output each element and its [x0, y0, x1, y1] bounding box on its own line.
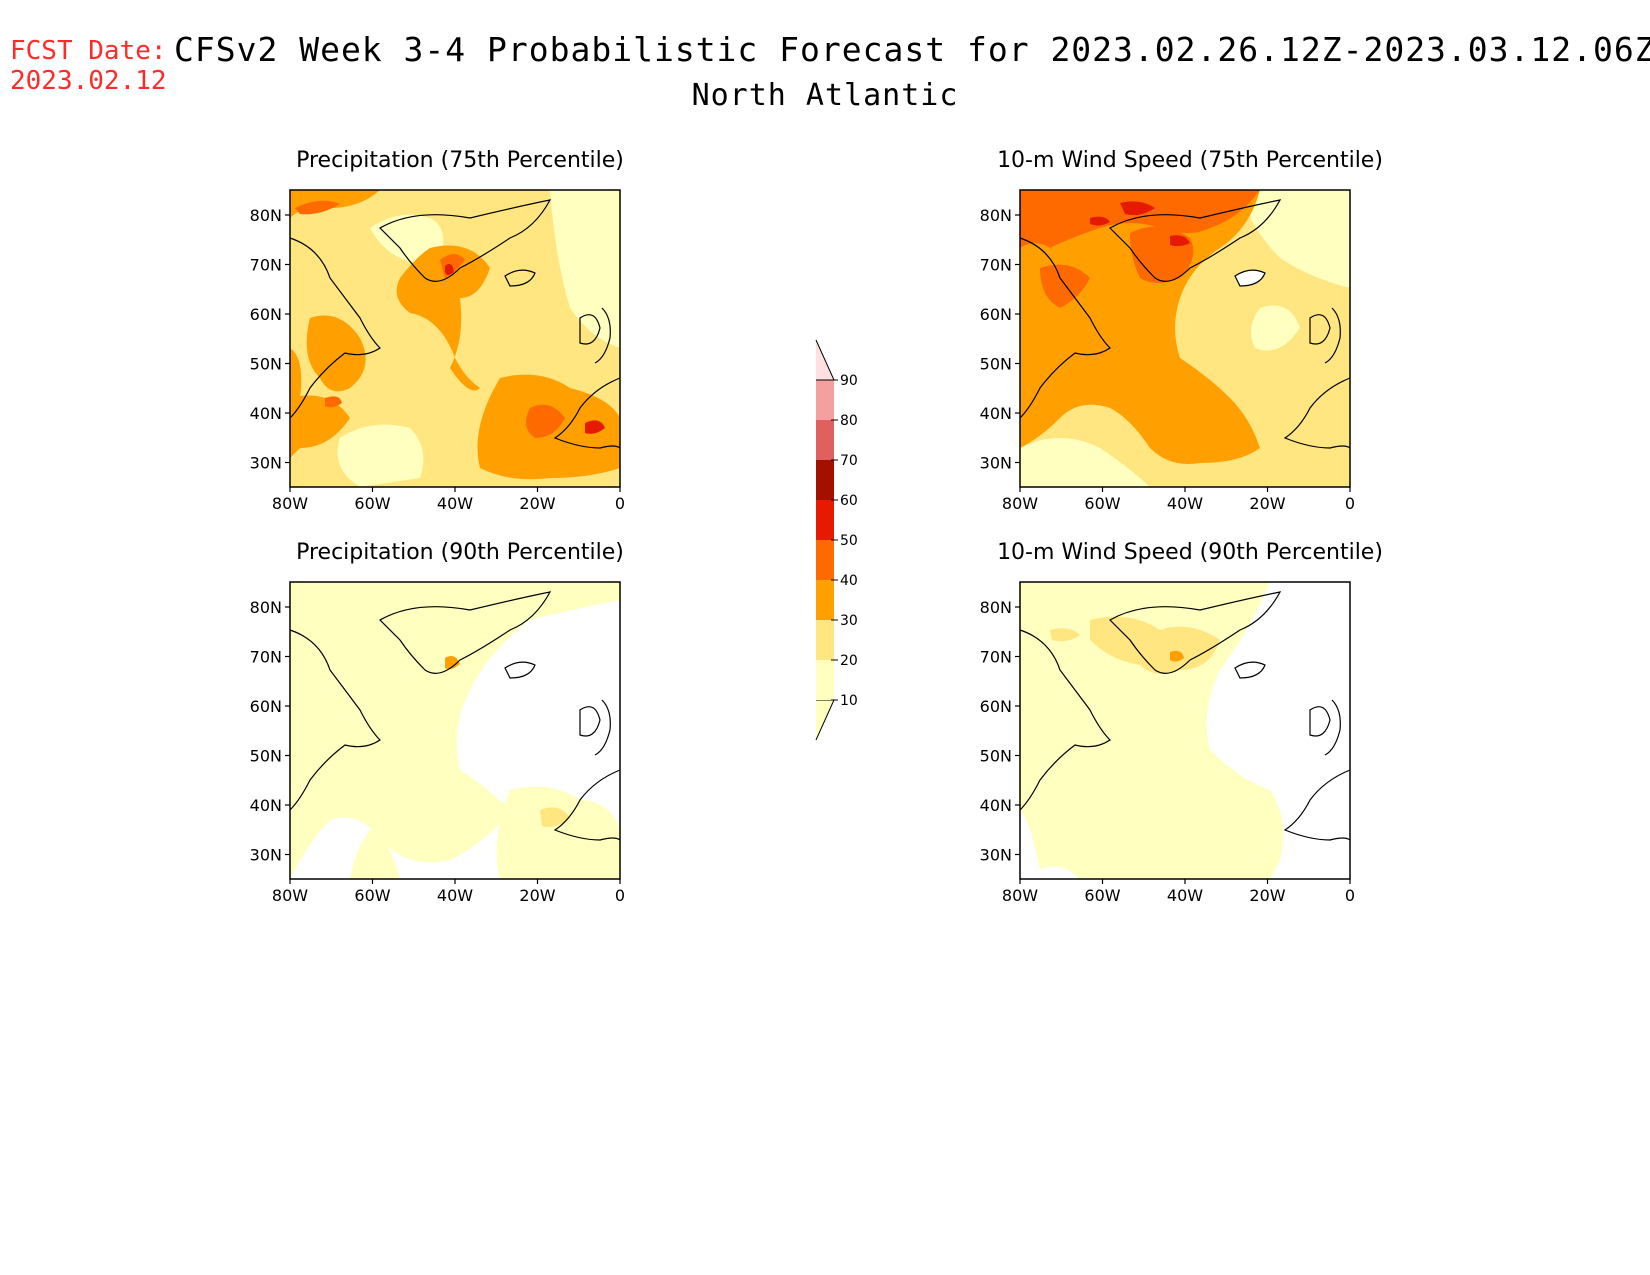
map-panel-precip-75: Precipitation (75th Percentile) 80N 70N 60… — [250, 148, 670, 528]
lon-tick-label: 80W — [272, 886, 308, 905]
panel-title: Precipitation (75th Percentile) — [296, 148, 624, 173]
colorbar-label: 70 — [840, 453, 858, 469]
colorbar-segment — [816, 580, 834, 620]
lon-tick-label: 0 — [1345, 494, 1355, 513]
lat-tick-label: 80N — [250, 598, 282, 617]
colorbar-segment — [816, 420, 834, 460]
map-precip-75: 80N 70N 60N 50N 40N 30N 80W 60W 40W 20W 0 — [250, 189, 625, 513]
lat-tick-label: 40N — [980, 796, 1012, 815]
map-panel-wind-75: 10-m Wind Speed (75th Percentile) 80N 70N… — [980, 148, 1400, 528]
lat-tick-label: 70N — [980, 648, 1012, 667]
lon-tick-label: 20W — [1249, 494, 1285, 513]
lon-tick-label: 60W — [1084, 886, 1120, 905]
panel-title: 10-m Wind Speed (75th Percentile) — [997, 148, 1383, 173]
lat-tick-label: 50N — [980, 355, 1012, 374]
colorbar-label: 50 — [840, 533, 858, 549]
forecast-date-label: FCST Date: — [10, 36, 167, 66]
lon-tick-label: 40W — [437, 494, 473, 513]
colorbar-segment — [816, 500, 834, 540]
lat-tick-label: 50N — [980, 747, 1012, 766]
map-wind-90: 80N 70N 60N 50N 40N 30N 80W 60W 40W 20W 0 — [980, 581, 1355, 905]
lat-tick-label: 30N — [250, 846, 282, 865]
map-wind-75: 80N 70N 60N 50N 40N 30N 80W 60W 40W 20W 0 — [980, 189, 1355, 513]
lon-tick-label: 40W — [437, 886, 473, 905]
lon-tick-label: 40W — [1167, 494, 1203, 513]
lat-tick-label: 60N — [980, 305, 1012, 324]
lon-tick-label: 20W — [519, 494, 555, 513]
panel-title: Precipitation (90th Percentile) — [296, 540, 624, 565]
map-panel-precip-90: Precipitation (90th Percentile) 80N 70N 60… — [250, 540, 670, 920]
lon-tick-label: 0 — [615, 494, 625, 513]
lat-tick-label: 70N — [250, 256, 282, 275]
lon-tick-label: 60W — [354, 494, 390, 513]
colorbar-extend-low — [815, 699, 835, 740]
colorbar-extend-high — [815, 339, 835, 381]
panel-title: 10-m Wind Speed (90th Percentile) — [997, 540, 1383, 565]
lon-tick-label: 60W — [354, 886, 390, 905]
lon-tick-label: 0 — [615, 886, 625, 905]
lon-tick-label: 80W — [272, 494, 308, 513]
lat-tick-label: 70N — [250, 648, 282, 667]
lon-tick-label: 20W — [1249, 886, 1285, 905]
colorbar-label: 60 — [840, 493, 858, 509]
colorbar-label: 10 — [840, 693, 858, 709]
region-title: North Atlantic — [691, 78, 959, 113]
coastline-north-america — [289, 237, 381, 419]
lat-tick-label: 40N — [250, 796, 282, 815]
lon-tick-label: 40W — [1167, 886, 1203, 905]
lon-tick-label: 80W — [1002, 494, 1038, 513]
colorbar-legend: 10 20 30 40 50 60 70 80 90 — [815, 339, 858, 740]
colorbar-segment — [816, 540, 834, 580]
coastline-iberia-africa — [553, 377, 621, 449]
lon-tick-label: 20W — [519, 886, 555, 905]
page-title: CFSv2 Week 3-4 Probabilistic Forecast fo… — [174, 30, 1650, 69]
lat-tick-label: 40N — [250, 404, 282, 423]
colorbar-segment — [816, 460, 834, 500]
lon-tick-label: 80W — [1002, 886, 1038, 905]
lat-tick-label: 30N — [250, 454, 282, 473]
lat-tick-label: 60N — [980, 697, 1012, 716]
colorbar-label: 30 — [840, 613, 858, 629]
lat-tick-label: 50N — [250, 747, 282, 766]
colorbar-label: 40 — [840, 573, 858, 589]
colorbar-segment — [816, 660, 834, 700]
lat-tick-label: 40N — [980, 404, 1012, 423]
lat-tick-label: 80N — [980, 206, 1012, 225]
map-precip-90: 80N 70N 60N 50N 40N 30N 80W 60W 40W 20W 0 — [250, 581, 625, 905]
coastline-greenland — [379, 199, 552, 282]
lat-tick-label: 30N — [980, 846, 1012, 865]
colorbar-label: 90 — [840, 373, 858, 389]
lat-tick-label: 60N — [250, 305, 282, 324]
colorbar-label: 80 — [840, 413, 858, 429]
lat-tick-label: 80N — [980, 598, 1012, 617]
colorbar-segment — [816, 380, 834, 420]
forecast-date-value: 2023.02.12 — [10, 66, 167, 96]
lon-tick-label: 0 — [1345, 886, 1355, 905]
lon-tick-label: 60W — [1084, 494, 1120, 513]
lat-tick-label: 60N — [250, 697, 282, 716]
lat-tick-label: 30N — [980, 454, 1012, 473]
lat-tick-label: 50N — [250, 355, 282, 374]
coastline-british-isles — [579, 307, 611, 364]
coastline-iceland — [504, 269, 536, 287]
map-panel-wind-90: 10-m Wind Speed (90th Percentile) 80N 70N… — [980, 540, 1400, 920]
lat-tick-label: 70N — [980, 256, 1012, 275]
colorbar-label: 20 — [840, 653, 858, 669]
colorbar-segment — [816, 620, 834, 660]
lat-tick-label: 80N — [250, 206, 282, 225]
